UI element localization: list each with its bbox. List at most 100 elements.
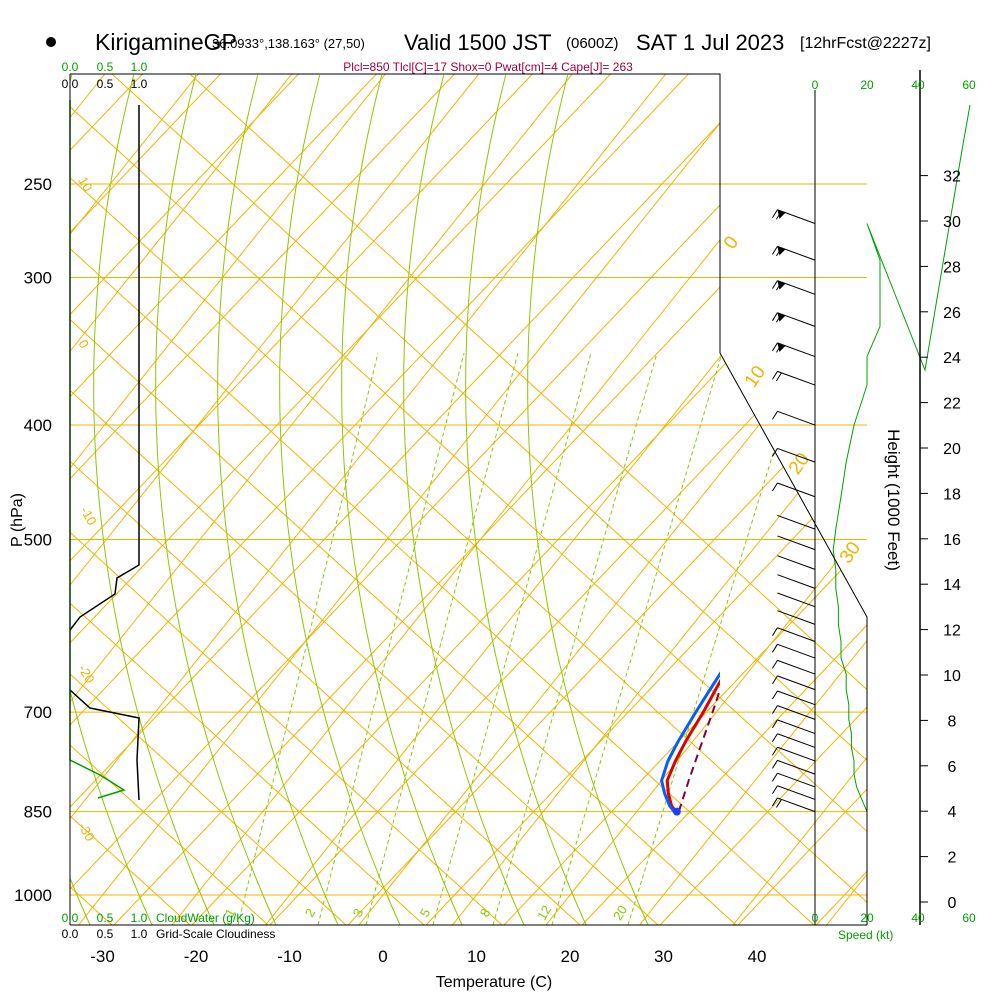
- height-tick-label: 0: [948, 895, 957, 912]
- cloudwater-tick-top: 0.5: [97, 60, 114, 74]
- wind-barb: [772, 772, 816, 788]
- isotherm-line: [70, 74, 573, 925]
- height-axis-label: Height (1000 Feet): [884, 429, 903, 571]
- aux-line: [0, 74, 572, 925]
- height-tick-label: 28: [943, 259, 961, 276]
- wind-barb: [777, 610, 816, 625]
- surface-point: [672, 807, 681, 816]
- dry-adiabat-line: [70, 74, 347, 925]
- speed-tick-top: 20: [860, 78, 874, 92]
- wind-barb-shaft: [777, 610, 816, 625]
- dry-adiabat-line: [347, 74, 867, 925]
- wind-barb-flag: [772, 312, 778, 321]
- wind-barb-flag: [772, 675, 778, 685]
- temperature-tick-label: -20: [184, 947, 209, 966]
- dry-adiabat-label: 0: [720, 232, 743, 253]
- dry-adiabat-line: [70, 74, 689, 925]
- wind-barb-flag: [772, 660, 778, 669]
- wind-speed-profile: [832, 104, 971, 812]
- wind-barb-flag: [772, 371, 778, 380]
- title-zulu: (0600Z): [566, 35, 619, 52]
- wind-barb: [772, 370, 816, 386]
- wind-barb: [772, 280, 816, 295]
- dry-adiabat-line: [70, 74, 425, 925]
- isotherm-line: [70, 74, 293, 925]
- wind-barb-shaft: [777, 209, 816, 224]
- dry-adiabat-line: [70, 74, 581, 925]
- pressure-tick-label: 300: [24, 269, 52, 288]
- temperature-tick-label: 0: [378, 947, 387, 966]
- cloudiness-tick-bottom: 0.5: [97, 927, 114, 941]
- isotherm-line: [70, 74, 199, 925]
- wind-barb-shaft: [777, 797, 816, 813]
- isotherm-line: [78, 74, 760, 925]
- parcel-info: Plcl=850 Tlcl[C]=17 Shox=0 Pwat[cm]=4 Ca…: [343, 60, 633, 74]
- cloudiness-label: Grid-Scale Cloudiness: [156, 927, 275, 941]
- wind-barb: [772, 675, 816, 691]
- dry-adiabat-line: [815, 74, 867, 925]
- mixing-ratio-line: [432, 352, 592, 925]
- wind-barb-flag: [772, 209, 778, 219]
- wind-barb-flag: [772, 719, 778, 729]
- wind-barb-flag: [772, 733, 778, 743]
- wind-barb-flag: [772, 760, 778, 769]
- height-tick-label: 6: [948, 759, 957, 776]
- moist-adiabat-label: -10: [77, 504, 99, 528]
- cloudwater-profile: [69, 100, 126, 799]
- wind-barb: [772, 627, 816, 642]
- wind-barb: [772, 342, 816, 358]
- title-dot-icon: [46, 37, 56, 47]
- cloudwater-tick-bottom: 0.5: [97, 911, 114, 925]
- wind-barb-shaft: [777, 746, 816, 762]
- wind-barb-shaft: [777, 514, 816, 530]
- wind-barb-flag: [772, 411, 778, 420]
- wind-barb-shaft: [777, 690, 816, 706]
- wind-barb: [772, 746, 816, 762]
- dry-adiabat-line: [269, 74, 867, 925]
- dry-adiabat-label: 20: [785, 449, 814, 478]
- parcel-line: [677, 686, 720, 812]
- isotherm-line: [826, 74, 867, 925]
- moist-adiabat-line: [155, 74, 277, 925]
- wind-barb: [777, 535, 816, 551]
- aux-line: [224, 74, 1000, 925]
- wind-barb: [772, 410, 816, 426]
- isotherm-line: [70, 74, 667, 925]
- pressure-tick-label: 400: [24, 416, 52, 435]
- cloudiness-tick-top: 0.0: [62, 77, 79, 91]
- mixing-ratio-label: 20: [610, 903, 630, 923]
- wind-barb: [777, 514, 816, 530]
- dry-adiabat-line: [70, 74, 659, 925]
- dry-adiabat-label: 10: [741, 362, 770, 391]
- dry-adiabat-line: [70, 74, 299, 925]
- dry-adiabat-line: [70, 74, 611, 925]
- wind-barb-shaft: [777, 733, 816, 748]
- cloudiness-tick-top: 1.0: [131, 77, 148, 91]
- wind-barb: [772, 643, 816, 659]
- temperature-tick-label: -10: [277, 947, 302, 966]
- speed-tick-bottom: 0: [812, 911, 819, 925]
- height-tick-label: 14: [943, 577, 961, 594]
- height-tick-label: 20: [943, 441, 961, 458]
- series-clipped: [660, 671, 720, 813]
- pressure-tick-label: 500: [24, 531, 52, 550]
- cloudwater-tick-bottom: 1.0: [131, 911, 148, 925]
- height-tick-label: 30: [943, 214, 961, 231]
- speed-tick-top: 40: [911, 78, 925, 92]
- wind-barb-flag: [772, 772, 778, 782]
- wind-barb-shaft: [777, 772, 816, 788]
- height-tick-label: 26: [943, 305, 961, 322]
- x-axis-label: Temperature (C): [436, 974, 552, 991]
- cloudwater-tick-top: 0.0: [62, 60, 79, 74]
- wind-barb-flag: [776, 372, 782, 382]
- wind-barb-shaft: [777, 659, 816, 675]
- aux-line: [0, 74, 806, 925]
- wind-barb: [777, 555, 816, 570]
- cloudwater-label: CloudWater (g/Kg): [156, 911, 255, 925]
- isotherm-line: [639, 74, 867, 925]
- wind-barb-flag: [772, 246, 778, 255]
- mixing-ratio-line: [237, 352, 379, 925]
